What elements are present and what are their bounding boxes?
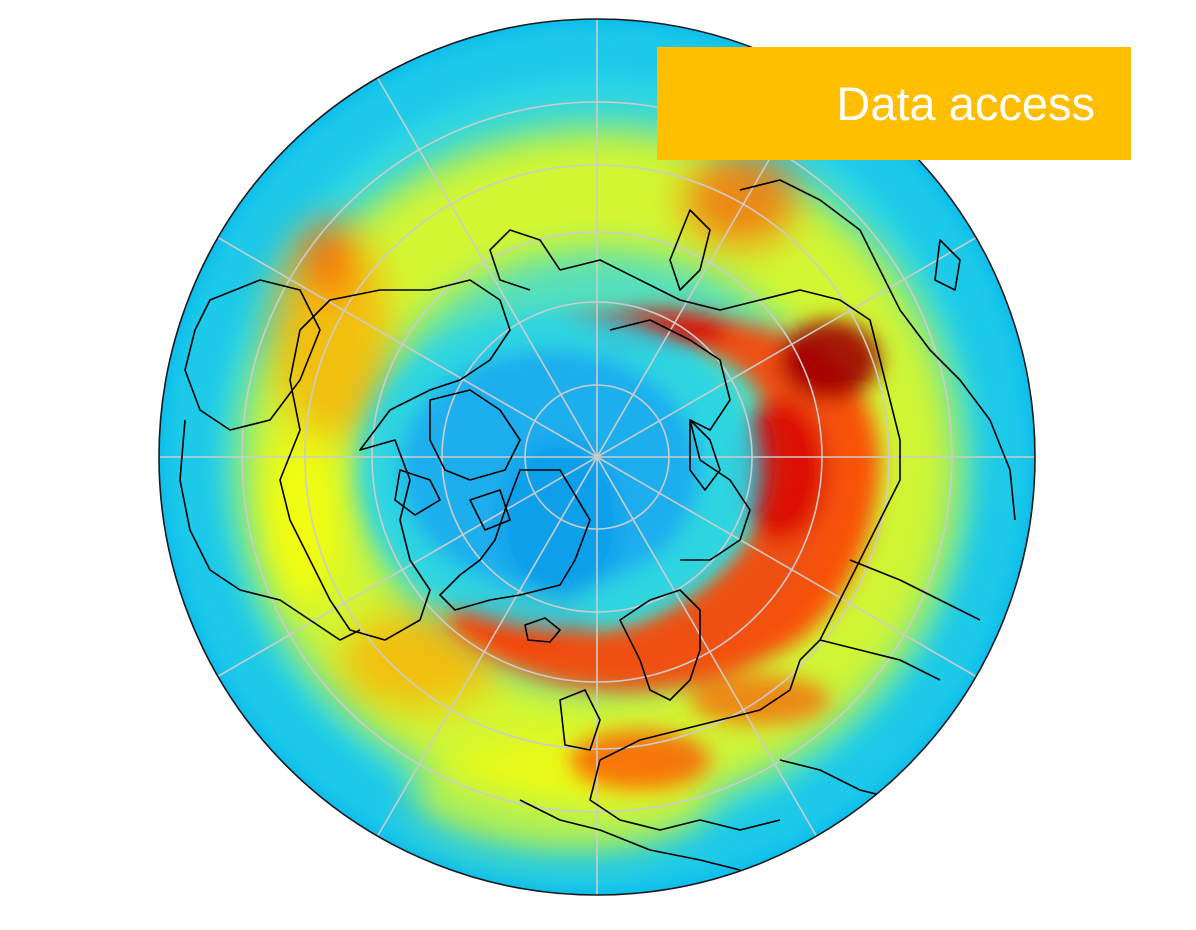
data-access-label: Data access xyxy=(836,77,1095,131)
data-access-button[interactable]: Data access xyxy=(657,47,1131,160)
